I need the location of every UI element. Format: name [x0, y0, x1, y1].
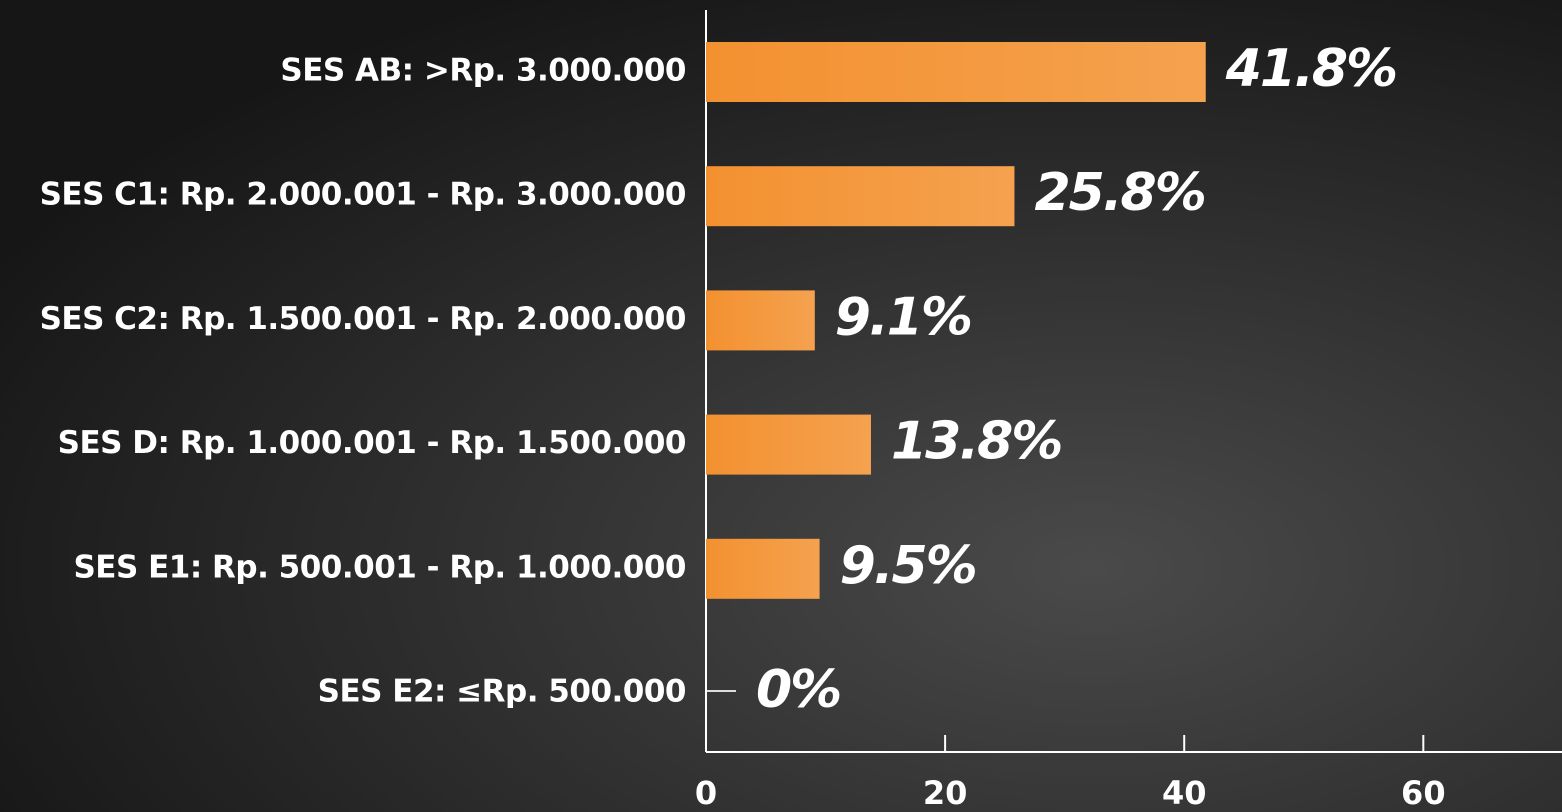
y-tick-label: SES AB: >Rp. 3.000.000: [280, 53, 686, 89]
bar-shine: [706, 539, 820, 599]
bar-shine: [706, 415, 871, 475]
x-tick-label: 40: [1162, 774, 1207, 812]
value-label: 9.1%: [835, 287, 971, 347]
bar-shine: [706, 290, 815, 350]
chart: 0 20 40 60 SES AB: >Rp. 3.000.000 41.8% SES C1…: [0, 0, 1562, 812]
x-tick-label: 60: [1401, 774, 1446, 812]
y-tick-label: SES C1: Rp. 2.000.001 - Rp. 3.000.000: [40, 177, 686, 213]
value-label: 13.8%: [891, 412, 1061, 472]
bar-shine: [706, 42, 1206, 102]
bar-shine: [706, 166, 1014, 226]
x-tick-label: 0: [695, 774, 717, 812]
y-tick-label: SES E1: Rp. 500.001 - Rp. 1.000.000: [73, 549, 686, 585]
value-label: 41.8%: [1225, 39, 1396, 99]
value-label: 25.8%: [1034, 163, 1204, 223]
x-tick-label: 20: [923, 774, 968, 812]
value-label: 0%: [756, 660, 840, 720]
y-tick-label: SES E2: ≤Rp. 500.000: [318, 674, 686, 710]
y-tick-label: SES C2: Rp. 1.500.001 - Rp. 2.000.000: [40, 301, 686, 337]
value-label: 9.5%: [840, 536, 976, 596]
y-tick-label: SES D: Rp. 1.000.001 - Rp. 1.500.000: [58, 425, 686, 461]
